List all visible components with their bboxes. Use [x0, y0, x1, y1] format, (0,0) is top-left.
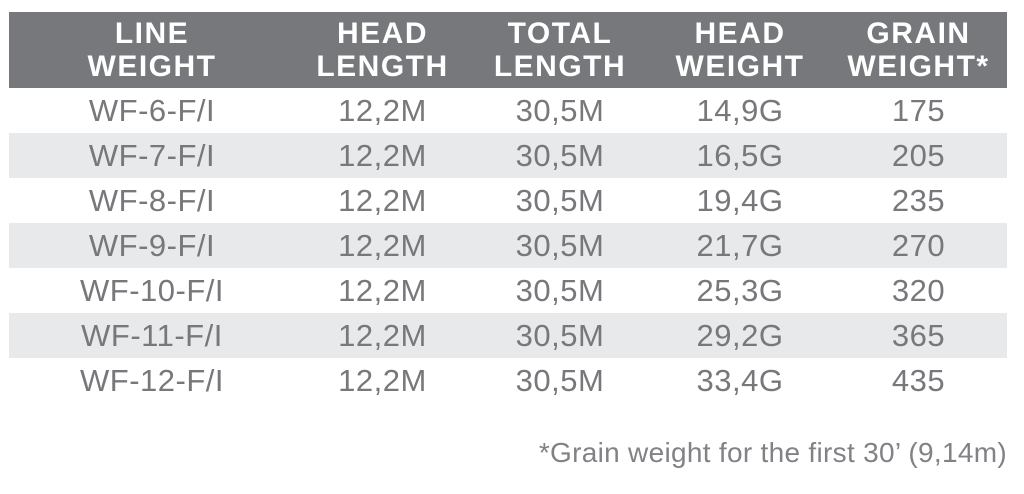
- table-row: WF-9-F/I 12,2M 30,5M 21,7G 270: [9, 223, 1007, 268]
- header-line: LENGTH: [493, 50, 627, 83]
- table-cell: 235: [891, 182, 946, 218]
- table-cell: 14,9G: [696, 92, 784, 128]
- header-cell-head-length: HEAD LENGTH: [295, 17, 470, 83]
- table-cell: 12,2M: [338, 182, 427, 218]
- line-spec-table: LINE WEIGHT HEAD LENGTH TOTAL LENGTH HEA…: [9, 12, 1007, 403]
- table-cell: 205: [891, 137, 946, 173]
- table-cell: WF-6-F/I: [88, 92, 216, 128]
- header-line: HEAD: [336, 17, 428, 50]
- header-cell-total-length: TOTAL LENGTH: [470, 17, 650, 83]
- table-cell: 12,2M: [338, 137, 427, 173]
- table-header-row: LINE WEIGHT HEAD LENGTH TOTAL LENGTH HEA…: [9, 12, 1007, 88]
- table-cell: 320: [891, 272, 946, 308]
- table-cell: 30,5M: [515, 137, 605, 173]
- table-row: WF-11-F/I 12,2M 30,5M 29,2G 365: [9, 313, 1007, 358]
- table-cell: WF-12-F/I: [80, 362, 224, 398]
- table-cell: 12,2M: [338, 362, 427, 398]
- table-cell: WF-9-F/I: [88, 227, 216, 263]
- table-cell: 435: [891, 362, 946, 398]
- table-row: WF-8-F/I 12,2M 30,5M 19,4G 235: [9, 178, 1007, 223]
- table-cell: 30,5M: [515, 182, 605, 218]
- table-cell: 30,5M: [515, 272, 605, 308]
- table-cell: 16,5G: [696, 137, 784, 173]
- header-line: WEIGHT: [87, 50, 217, 83]
- table-cell: 365: [891, 317, 946, 353]
- table-row: WF-12-F/I 12,2M 30,5M 33,4G 435: [9, 358, 1007, 403]
- table-cell: 29,2G: [696, 317, 784, 353]
- header-line: LENGTH: [316, 50, 449, 83]
- table-cell: 12,2M: [338, 317, 427, 353]
- table-cell: 12,2M: [338, 92, 427, 128]
- header-line: WEIGHT*: [847, 50, 990, 83]
- table-row: WF-7-F/I 12,2M 30,5M 16,5G 205: [9, 133, 1007, 178]
- table-cell: WF-8-F/I: [88, 182, 216, 218]
- table-cell: 175: [891, 92, 946, 128]
- table-cell: 12,2M: [338, 272, 427, 308]
- grain-weight-footnote: *Grain weight for the first 30’ (9,14m): [538, 437, 1007, 468]
- header-line: WEIGHT: [675, 50, 805, 83]
- header-line: LINE: [114, 17, 190, 50]
- table-cell: 19,4G: [696, 182, 784, 218]
- table-cell: 30,5M: [515, 92, 605, 128]
- table-cell: 30,5M: [515, 227, 605, 263]
- header-cell-grain-weight: GRAIN WEIGHT*: [830, 17, 1007, 83]
- table-cell: WF-7-F/I: [88, 137, 216, 173]
- table-cell: 30,5M: [515, 362, 605, 398]
- table-row: WF-10-F/I 12,2M 30,5M 25,3G 320: [9, 268, 1007, 313]
- table-cell: 270: [891, 227, 946, 263]
- header-cell-head-weight: HEAD WEIGHT: [650, 17, 830, 83]
- table-cell: 12,2M: [338, 227, 427, 263]
- table-cell: WF-10-F/I: [80, 272, 224, 308]
- header-line: GRAIN: [866, 17, 971, 50]
- table-cell: 21,7G: [696, 227, 784, 263]
- header-line: HEAD: [694, 17, 786, 50]
- table-cell: 30,5M: [515, 317, 605, 353]
- table-row: WF-6-F/I 12,2M 30,5M 14,9G 175: [9, 88, 1007, 133]
- table-cell: WF-11-F/I: [81, 317, 223, 353]
- header-cell-line-weight: LINE WEIGHT: [9, 17, 295, 83]
- table-cell: 33,4G: [696, 362, 784, 398]
- header-line: TOTAL: [507, 17, 613, 50]
- table-cell: 25,3G: [696, 272, 784, 308]
